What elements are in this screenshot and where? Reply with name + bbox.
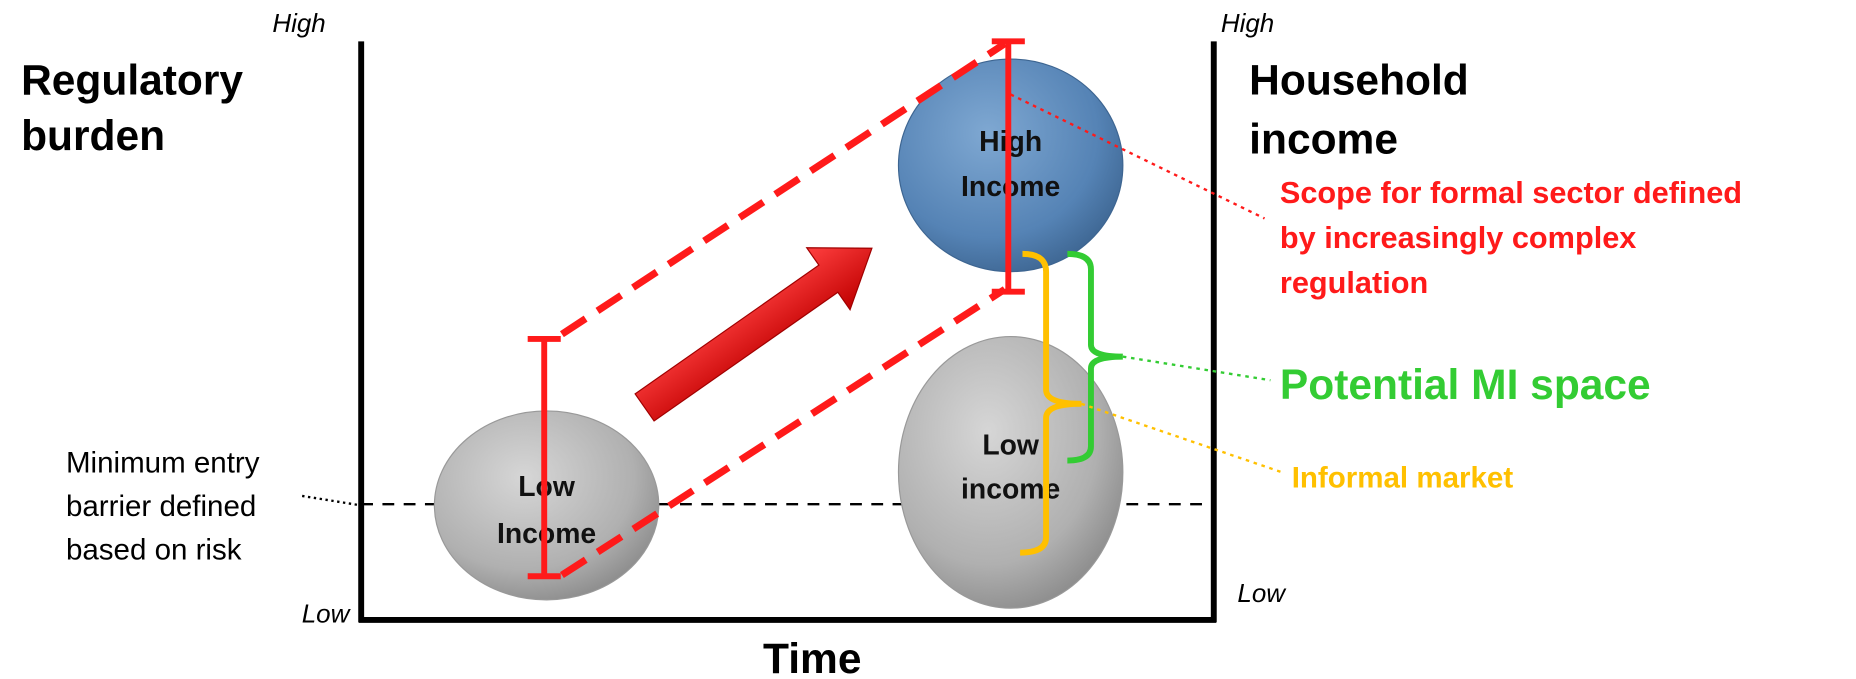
axis-high: High bbox=[1221, 8, 1274, 38]
page: { "left_axis": {"high": "High", "low": "… bbox=[0, 0, 1856, 679]
axis-title: burden bbox=[21, 113, 165, 160]
axis-title: Regulatory bbox=[21, 57, 243, 104]
scope-note: Scope for formal sector defined by incre… bbox=[1280, 175, 1742, 300]
time-arrow bbox=[623, 217, 894, 438]
informal-note: Informal market bbox=[1292, 462, 1514, 495]
annotation-line: regulation bbox=[1280, 265, 1428, 300]
mi-space-note: Potential MI space bbox=[1280, 362, 1651, 409]
x-axis-title: Time bbox=[763, 636, 861, 679]
annotation-line: by increasingly complex bbox=[1280, 220, 1636, 255]
axis-title: income bbox=[1249, 117, 1398, 164]
node-label: Low bbox=[982, 430, 1040, 462]
annotation-line: Minimum entry bbox=[66, 446, 260, 479]
axis-high: High bbox=[272, 8, 325, 38]
min-barrier-note: Minimum entry barrier defined based on r… bbox=[66, 446, 260, 566]
leader-line bbox=[302, 496, 361, 505]
axis-low: Low bbox=[1237, 578, 1287, 608]
axis-low: Low bbox=[302, 598, 352, 628]
annotation-line: barrier defined bbox=[66, 490, 256, 523]
annotation-line: Scope for formal sector defined bbox=[1280, 175, 1742, 210]
annotation-line: based on risk bbox=[66, 534, 242, 567]
leader-line bbox=[1123, 357, 1271, 381]
diagram: Low Income High Income Low income High L… bbox=[0, 0, 1856, 679]
axis-title: Household bbox=[1249, 57, 1469, 104]
